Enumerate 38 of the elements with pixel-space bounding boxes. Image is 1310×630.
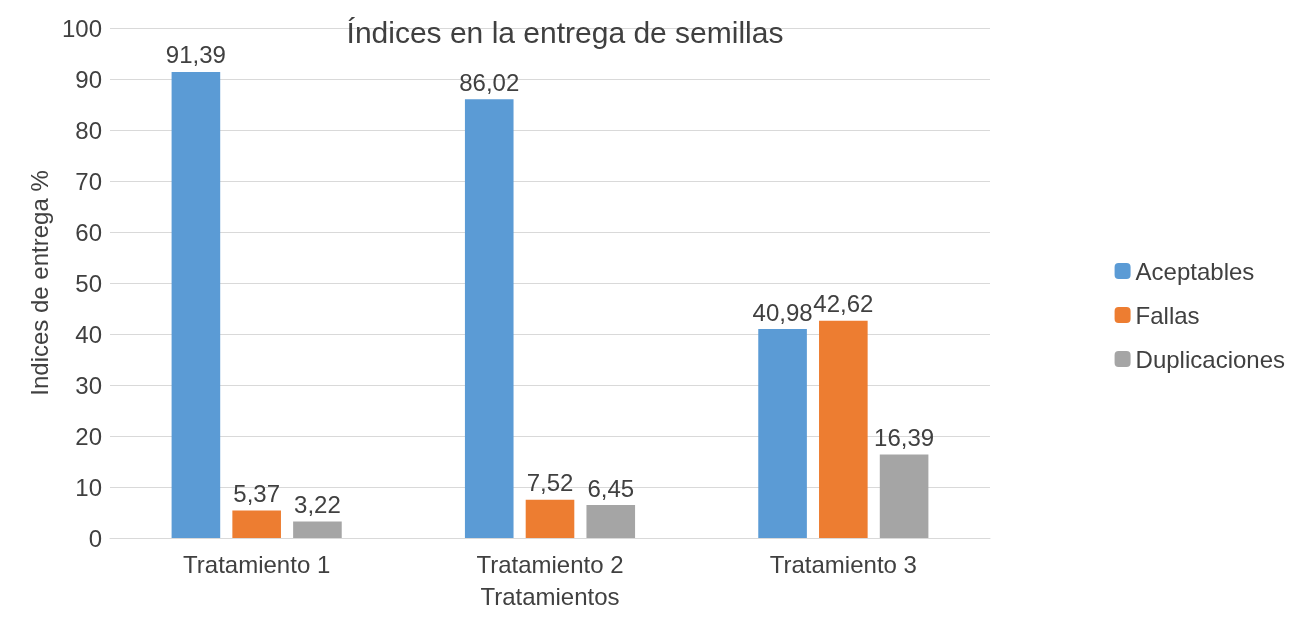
- data-label: 40,98: [752, 298, 813, 326]
- y-tick-label: 20: [75, 422, 102, 450]
- bar: [819, 320, 868, 538]
- y-tick-label: 80: [75, 116, 102, 144]
- bar: [232, 510, 281, 538]
- y-tick-label: 50: [75, 269, 102, 297]
- bar: [293, 521, 342, 538]
- y-tick-label: 70: [75, 167, 102, 195]
- data-label: 3,22: [294, 491, 341, 519]
- legend-label: Duplicaciones: [1135, 345, 1286, 373]
- data-label: 91,39: [165, 41, 226, 69]
- y-tick-label: 60: [75, 218, 102, 246]
- bar: [464, 99, 514, 538]
- data-label: 5,37: [233, 480, 281, 508]
- bar: [758, 329, 807, 538]
- y-axis-title: Indices de entrega %: [25, 170, 53, 396]
- bar: [525, 499, 575, 538]
- data-label: 86,02: [459, 68, 520, 96]
- data-label: 7,52: [526, 469, 574, 497]
- data-label: 42,62: [813, 290, 874, 318]
- legend-label: Aceptables: [1135, 257, 1255, 285]
- y-tick-label: 90: [75, 65, 102, 93]
- chart-title: Índices en la entrega de semillas: [346, 15, 784, 49]
- data-label: 6,45: [587, 474, 635, 502]
- bar: [586, 505, 636, 538]
- y-tick-label: 0: [88, 524, 102, 552]
- bar: [879, 454, 929, 538]
- x-tick-label: Tratamiento 3: [769, 550, 917, 578]
- x-tick-label: Tratamiento 2: [476, 550, 624, 578]
- y-tick-label: 10: [75, 473, 102, 501]
- data-label: 16,39: [874, 423, 935, 451]
- legend-label: Fallas: [1135, 301, 1200, 329]
- x-tick-label: Tratamiento 1: [183, 550, 331, 578]
- x-axis-title: Tratamientos: [480, 582, 620, 610]
- y-tick-label: 40: [75, 320, 102, 348]
- y-tick-label: 30: [75, 371, 102, 399]
- bar: [171, 71, 221, 538]
- y-tick-label: 100: [61, 14, 102, 42]
